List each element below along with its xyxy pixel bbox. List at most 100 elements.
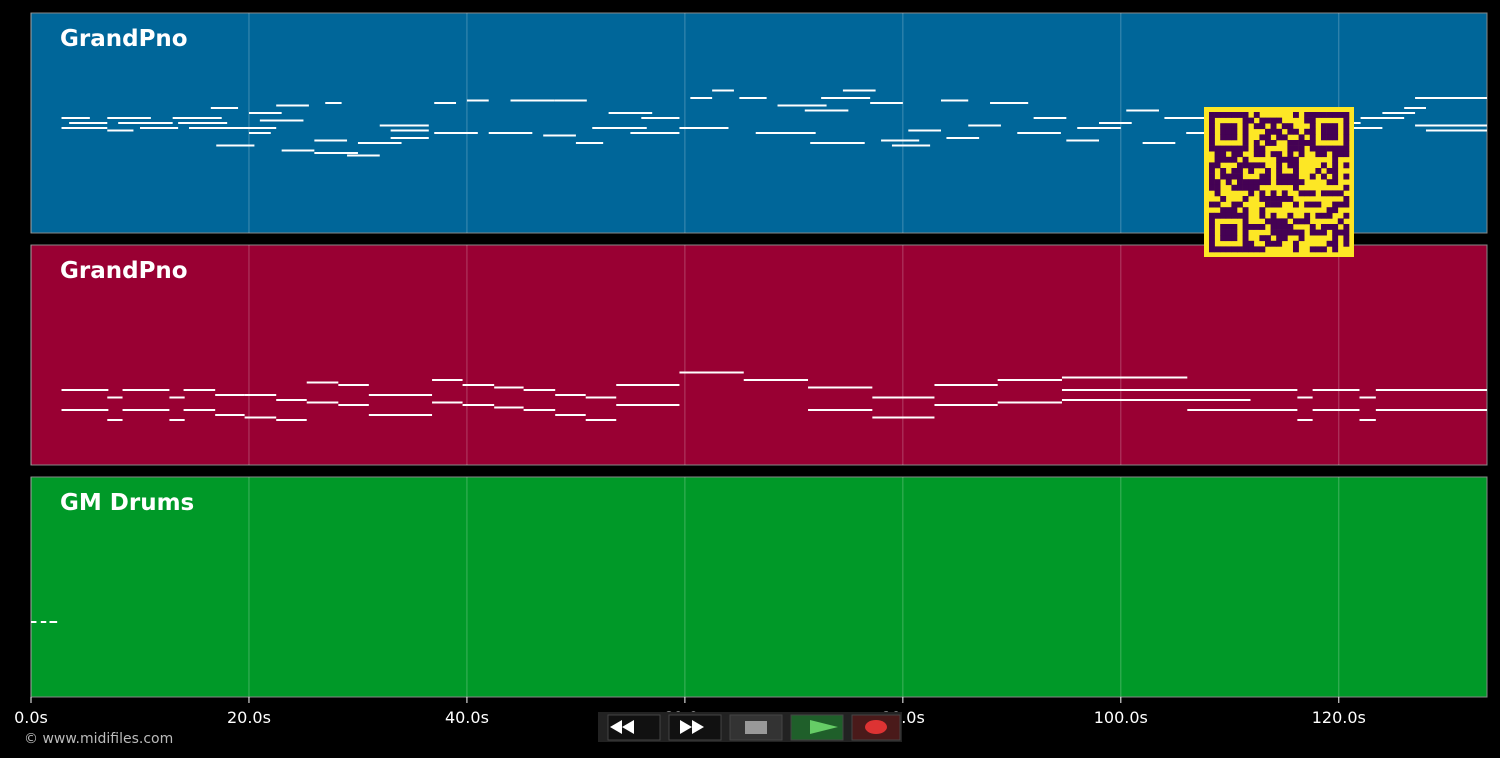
qr-cell <box>1332 246 1339 253</box>
qr-cell <box>1293 112 1299 118</box>
qr-cell <box>1220 196 1227 202</box>
qr-cell <box>1304 140 1311 146</box>
qr-cell <box>1209 229 1215 236</box>
qr-cell <box>1259 196 1266 202</box>
qr-cell <box>1231 201 1238 208</box>
qr-cell <box>1225 212 1232 219</box>
qr-cell <box>1287 156 1294 163</box>
qr-cell <box>1298 140 1305 146</box>
qr-cell <box>1237 151 1243 158</box>
qr-cell <box>1259 123 1266 130</box>
qr-cell <box>1276 173 1283 180</box>
qr-cell <box>1265 235 1271 242</box>
qr-cell <box>1242 117 1249 124</box>
qr-cell <box>1281 156 1288 163</box>
qr-cell <box>1231 112 1238 118</box>
qr-cell <box>1220 229 1227 236</box>
qr-cell <box>1332 190 1339 197</box>
qr-cell <box>1209 173 1215 180</box>
qr-cell <box>1315 168 1322 174</box>
qr-cell <box>1259 207 1266 214</box>
qr-cell <box>1332 168 1339 174</box>
qr-cell <box>1332 201 1339 208</box>
qr-cell <box>1225 207 1232 214</box>
qr-cell <box>1248 117 1255 124</box>
qr-cell <box>1293 173 1299 180</box>
track-panel: GrandPno <box>30 244 1488 466</box>
qr-cell <box>1337 112 1344 118</box>
qr-cell <box>1209 117 1215 124</box>
qr-cell <box>1225 112 1232 118</box>
qr-cell <box>1321 112 1327 118</box>
qr-cell <box>1253 151 1260 158</box>
qr-cell <box>1337 218 1344 225</box>
copyright: © www.midifiles.com <box>24 731 173 747</box>
play-button[interactable] <box>790 714 844 741</box>
qr-cell <box>1293 140 1299 146</box>
qr-cell <box>1220 207 1227 214</box>
qr-cell <box>1242 218 1249 225</box>
qr-cell <box>1276 117 1283 124</box>
qr-cell <box>1214 212 1221 219</box>
qr-cell <box>1253 112 1260 118</box>
qr-cell <box>1231 212 1238 219</box>
qr-cell <box>1326 128 1333 135</box>
qr-cell <box>1231 151 1238 158</box>
qr-cell <box>1332 156 1339 163</box>
qr-cell <box>1259 224 1266 230</box>
qr-cell <box>1281 173 1288 180</box>
qr-cell <box>1293 179 1299 186</box>
qr-cell <box>1242 184 1249 191</box>
qr-cell <box>1214 162 1221 169</box>
qr-cell <box>1332 112 1339 118</box>
qr-cell <box>1315 229 1322 236</box>
fast-forward-button[interactable] <box>668 714 722 741</box>
qr-cell <box>1293 156 1299 163</box>
qr-cell <box>1332 145 1339 152</box>
qr-cell <box>1259 235 1266 242</box>
qr-cell <box>1293 145 1299 152</box>
qr-cell <box>1326 212 1333 219</box>
qr-cell <box>1315 145 1322 152</box>
qr-cell <box>1220 246 1227 253</box>
qr-cell <box>1209 246 1215 253</box>
qr-cell <box>1343 184 1350 191</box>
qr-cell <box>1237 162 1243 169</box>
qr-cell <box>1298 145 1305 152</box>
qr-cell <box>1276 162 1283 169</box>
qr-cell <box>1242 140 1249 146</box>
qr-cell <box>1309 246 1316 253</box>
qr-cell <box>1343 212 1350 219</box>
qr-cell <box>1276 201 1283 208</box>
qr-cell <box>1276 179 1283 186</box>
rewind-button[interactable] <box>607 714 661 741</box>
stop-button[interactable] <box>729 714 783 741</box>
qr-cell <box>1293 246 1299 253</box>
qr-cell <box>1293 218 1299 225</box>
qr-cell <box>1242 212 1249 219</box>
qr-cell <box>1321 246 1327 253</box>
qr-cell <box>1270 224 1277 230</box>
qr-cell <box>1315 201 1322 208</box>
qr-cell <box>1293 168 1299 174</box>
qr-cell <box>1281 224 1288 230</box>
qr-cell <box>1298 179 1305 186</box>
qr-cell <box>1343 240 1350 247</box>
qr-cell <box>1231 134 1238 141</box>
qr-cell <box>1326 123 1333 130</box>
x-tick-label: 20.0s <box>227 708 271 727</box>
qr-cell <box>1209 123 1215 130</box>
qr-cell <box>1231 224 1238 230</box>
qr-cell <box>1220 112 1227 118</box>
qr-cell <box>1304 112 1311 118</box>
qr-cell <box>1326 224 1333 230</box>
qr-cell <box>1209 112 1215 118</box>
qr-cell <box>1248 224 1255 230</box>
qr-cell <box>1343 123 1350 130</box>
qr-cell <box>1326 240 1333 247</box>
qr-cell <box>1270 140 1277 146</box>
qr-cell <box>1321 162 1327 169</box>
x-tick-label: 120.0s <box>1312 708 1366 727</box>
qr-cell <box>1326 168 1333 174</box>
record-button[interactable] <box>851 714 901 741</box>
